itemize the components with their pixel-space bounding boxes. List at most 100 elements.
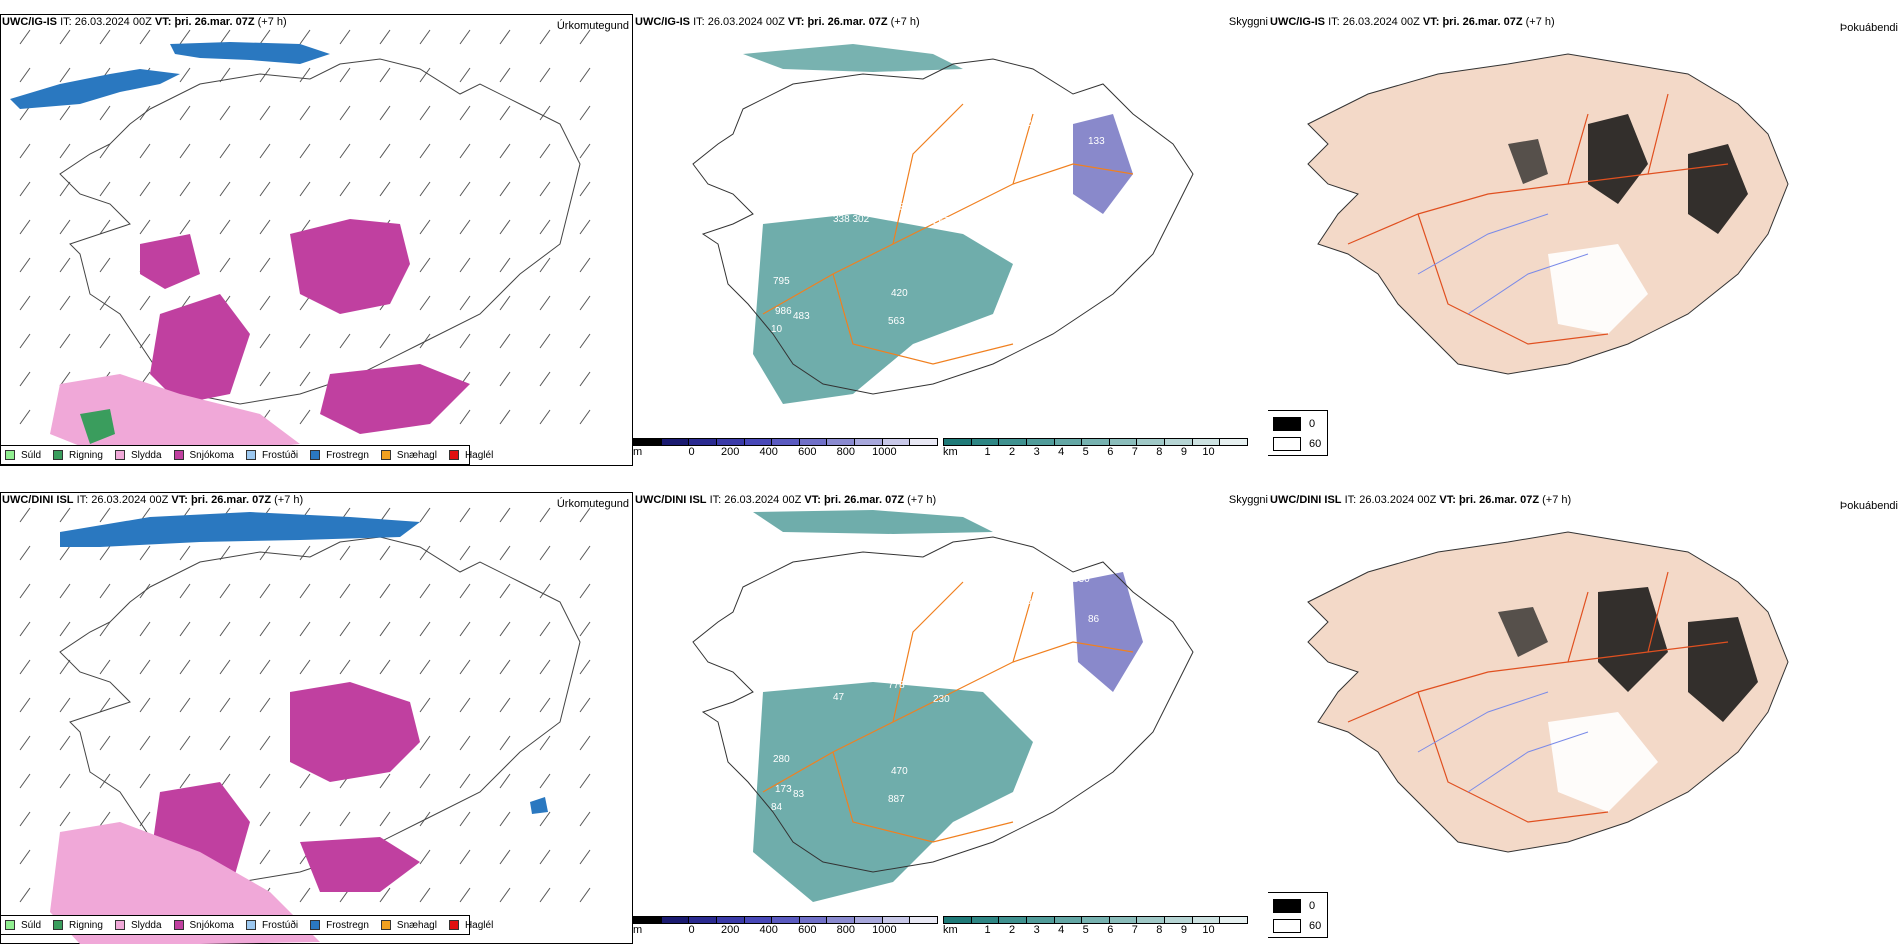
precip-panel-row1: UWC/IG-IS IT: 26.03.2024 00Z VT: þri. 26… xyxy=(0,14,633,466)
wind-barb xyxy=(379,773,391,789)
legend-label: Súld xyxy=(21,449,42,461)
wind-barb xyxy=(579,735,591,751)
vis-colorbar-km: km 1 2 3 4 5 6 7 8 9 10 xyxy=(943,916,1248,938)
colorbar-cell xyxy=(772,439,800,445)
fog-map xyxy=(1307,53,1789,375)
wind-barb xyxy=(139,621,151,637)
vis-value-label: 86 xyxy=(1088,614,1100,625)
wind-barb xyxy=(219,67,231,83)
fog-dark-area xyxy=(1688,617,1758,722)
colorbar-tick-label: 600 xyxy=(798,924,817,936)
wind-barb xyxy=(579,849,591,865)
vis-value-label: 830 xyxy=(1073,574,1090,585)
wind-barb xyxy=(539,371,551,387)
wind-barb xyxy=(539,219,551,235)
colorbar-cell xyxy=(1026,439,1055,445)
wind-barb xyxy=(179,545,191,561)
legend-swatch xyxy=(310,920,321,930)
fog-legend-label-60: 60 xyxy=(1309,438,1322,450)
legend-item: Rigning xyxy=(53,920,103,931)
it-value: 26.03.2024 00Z xyxy=(724,494,802,506)
wind-barb xyxy=(579,67,591,83)
wind-barb xyxy=(219,257,231,273)
legend-swatch xyxy=(380,920,391,930)
precip-legend: Súld Rigning Slydda Snjókoma Frostúði Frostre… xyxy=(0,915,493,935)
wind-barb xyxy=(499,257,511,273)
wind-barb xyxy=(499,29,511,45)
wind-barb xyxy=(19,773,31,789)
wind-barb xyxy=(99,583,111,599)
wind-barb xyxy=(59,67,71,83)
panel-header: UWC/IG-IS IT: 26.03.2024 00Z VT: þri. 26… xyxy=(635,16,920,28)
legend-swatch xyxy=(5,920,15,930)
wind-barb xyxy=(499,545,511,561)
wind-barb xyxy=(219,659,231,675)
roads xyxy=(762,581,1134,843)
wind-barb xyxy=(579,29,591,45)
sleet-area xyxy=(50,822,320,944)
colorbar-m-ticks: m 0 200 400 600 800 1000 xyxy=(633,446,938,460)
snow-area xyxy=(140,234,200,289)
wind-barb xyxy=(539,67,551,83)
legend-item: Slydda xyxy=(114,919,162,931)
wind-barb xyxy=(379,621,391,637)
rivers xyxy=(1417,213,1589,315)
panel-header: UWC/DINI ISL IT: 26.03.2024 00Z VT: þri.… xyxy=(2,494,303,506)
wind-barb xyxy=(419,67,431,83)
wind-barb xyxy=(219,545,231,561)
wind-barb xyxy=(459,181,471,197)
legend-item: Frostúði xyxy=(245,920,298,931)
wind-barb xyxy=(419,773,431,789)
wind-barb xyxy=(339,105,351,121)
model-name: UWC/DINI ISL xyxy=(635,494,707,506)
fog-panel-row1: UWC/IG-IS IT: 26.03.2024 00Z VT: þri. 26… xyxy=(1268,14,1900,466)
vis-value-label: 267 xyxy=(933,216,950,227)
colorbar-tick-label: 10 xyxy=(1202,924,1215,936)
wind-barb xyxy=(59,735,71,751)
wind-barb xyxy=(419,507,431,523)
colorbar-tick-label: 1 xyxy=(984,924,991,936)
wind-barb xyxy=(579,409,591,425)
colorbar-cell xyxy=(944,439,972,445)
panel-title-precip: Úrkomutegund xyxy=(556,498,629,510)
legend-label: Slydda xyxy=(130,919,162,931)
fog-dark-area xyxy=(1498,607,1548,657)
colorbar-cell xyxy=(971,917,1000,923)
wind-barb xyxy=(299,67,311,83)
wind-barb xyxy=(139,773,151,789)
wind-barb xyxy=(499,295,511,311)
wind-barb xyxy=(539,583,551,599)
wind-barb xyxy=(259,621,271,637)
freezing-rain-area xyxy=(530,797,548,814)
colorbar-cell xyxy=(799,917,828,923)
wind-barb xyxy=(59,295,71,311)
wind-barb xyxy=(299,887,311,903)
wind-barb xyxy=(59,143,71,159)
panel-header: UWC/IG-IS IT: 26.03.2024 00Z VT: þri. 26… xyxy=(2,16,287,28)
wind-barb xyxy=(59,371,71,387)
vt-value: þri. 26.mar. 07Z xyxy=(1458,494,1540,506)
legend-swatch xyxy=(448,450,459,460)
wind-barb xyxy=(179,219,191,235)
wind-barb xyxy=(299,29,311,45)
wind-barb xyxy=(539,295,551,311)
lead-time: (+7 h) xyxy=(1542,494,1572,506)
wind-barb xyxy=(59,29,71,45)
vis-value-label: 116 xyxy=(1048,261,1064,272)
fog-light-area xyxy=(1548,712,1658,812)
wind-barb xyxy=(299,545,311,561)
legend-label: Haglél xyxy=(464,919,494,931)
wind-barb xyxy=(419,181,431,197)
colorbar-cell xyxy=(855,439,883,445)
colorbar-cell xyxy=(882,439,911,445)
wind-barb xyxy=(579,811,591,827)
legend-swatch xyxy=(310,450,321,460)
wind-barb xyxy=(539,333,551,349)
legend-item: Súld xyxy=(5,450,41,461)
wind-barb xyxy=(579,371,591,387)
wind-barb xyxy=(99,333,111,349)
wind-barb xyxy=(379,105,391,121)
map-frame xyxy=(0,492,633,944)
roads xyxy=(1347,93,1729,345)
